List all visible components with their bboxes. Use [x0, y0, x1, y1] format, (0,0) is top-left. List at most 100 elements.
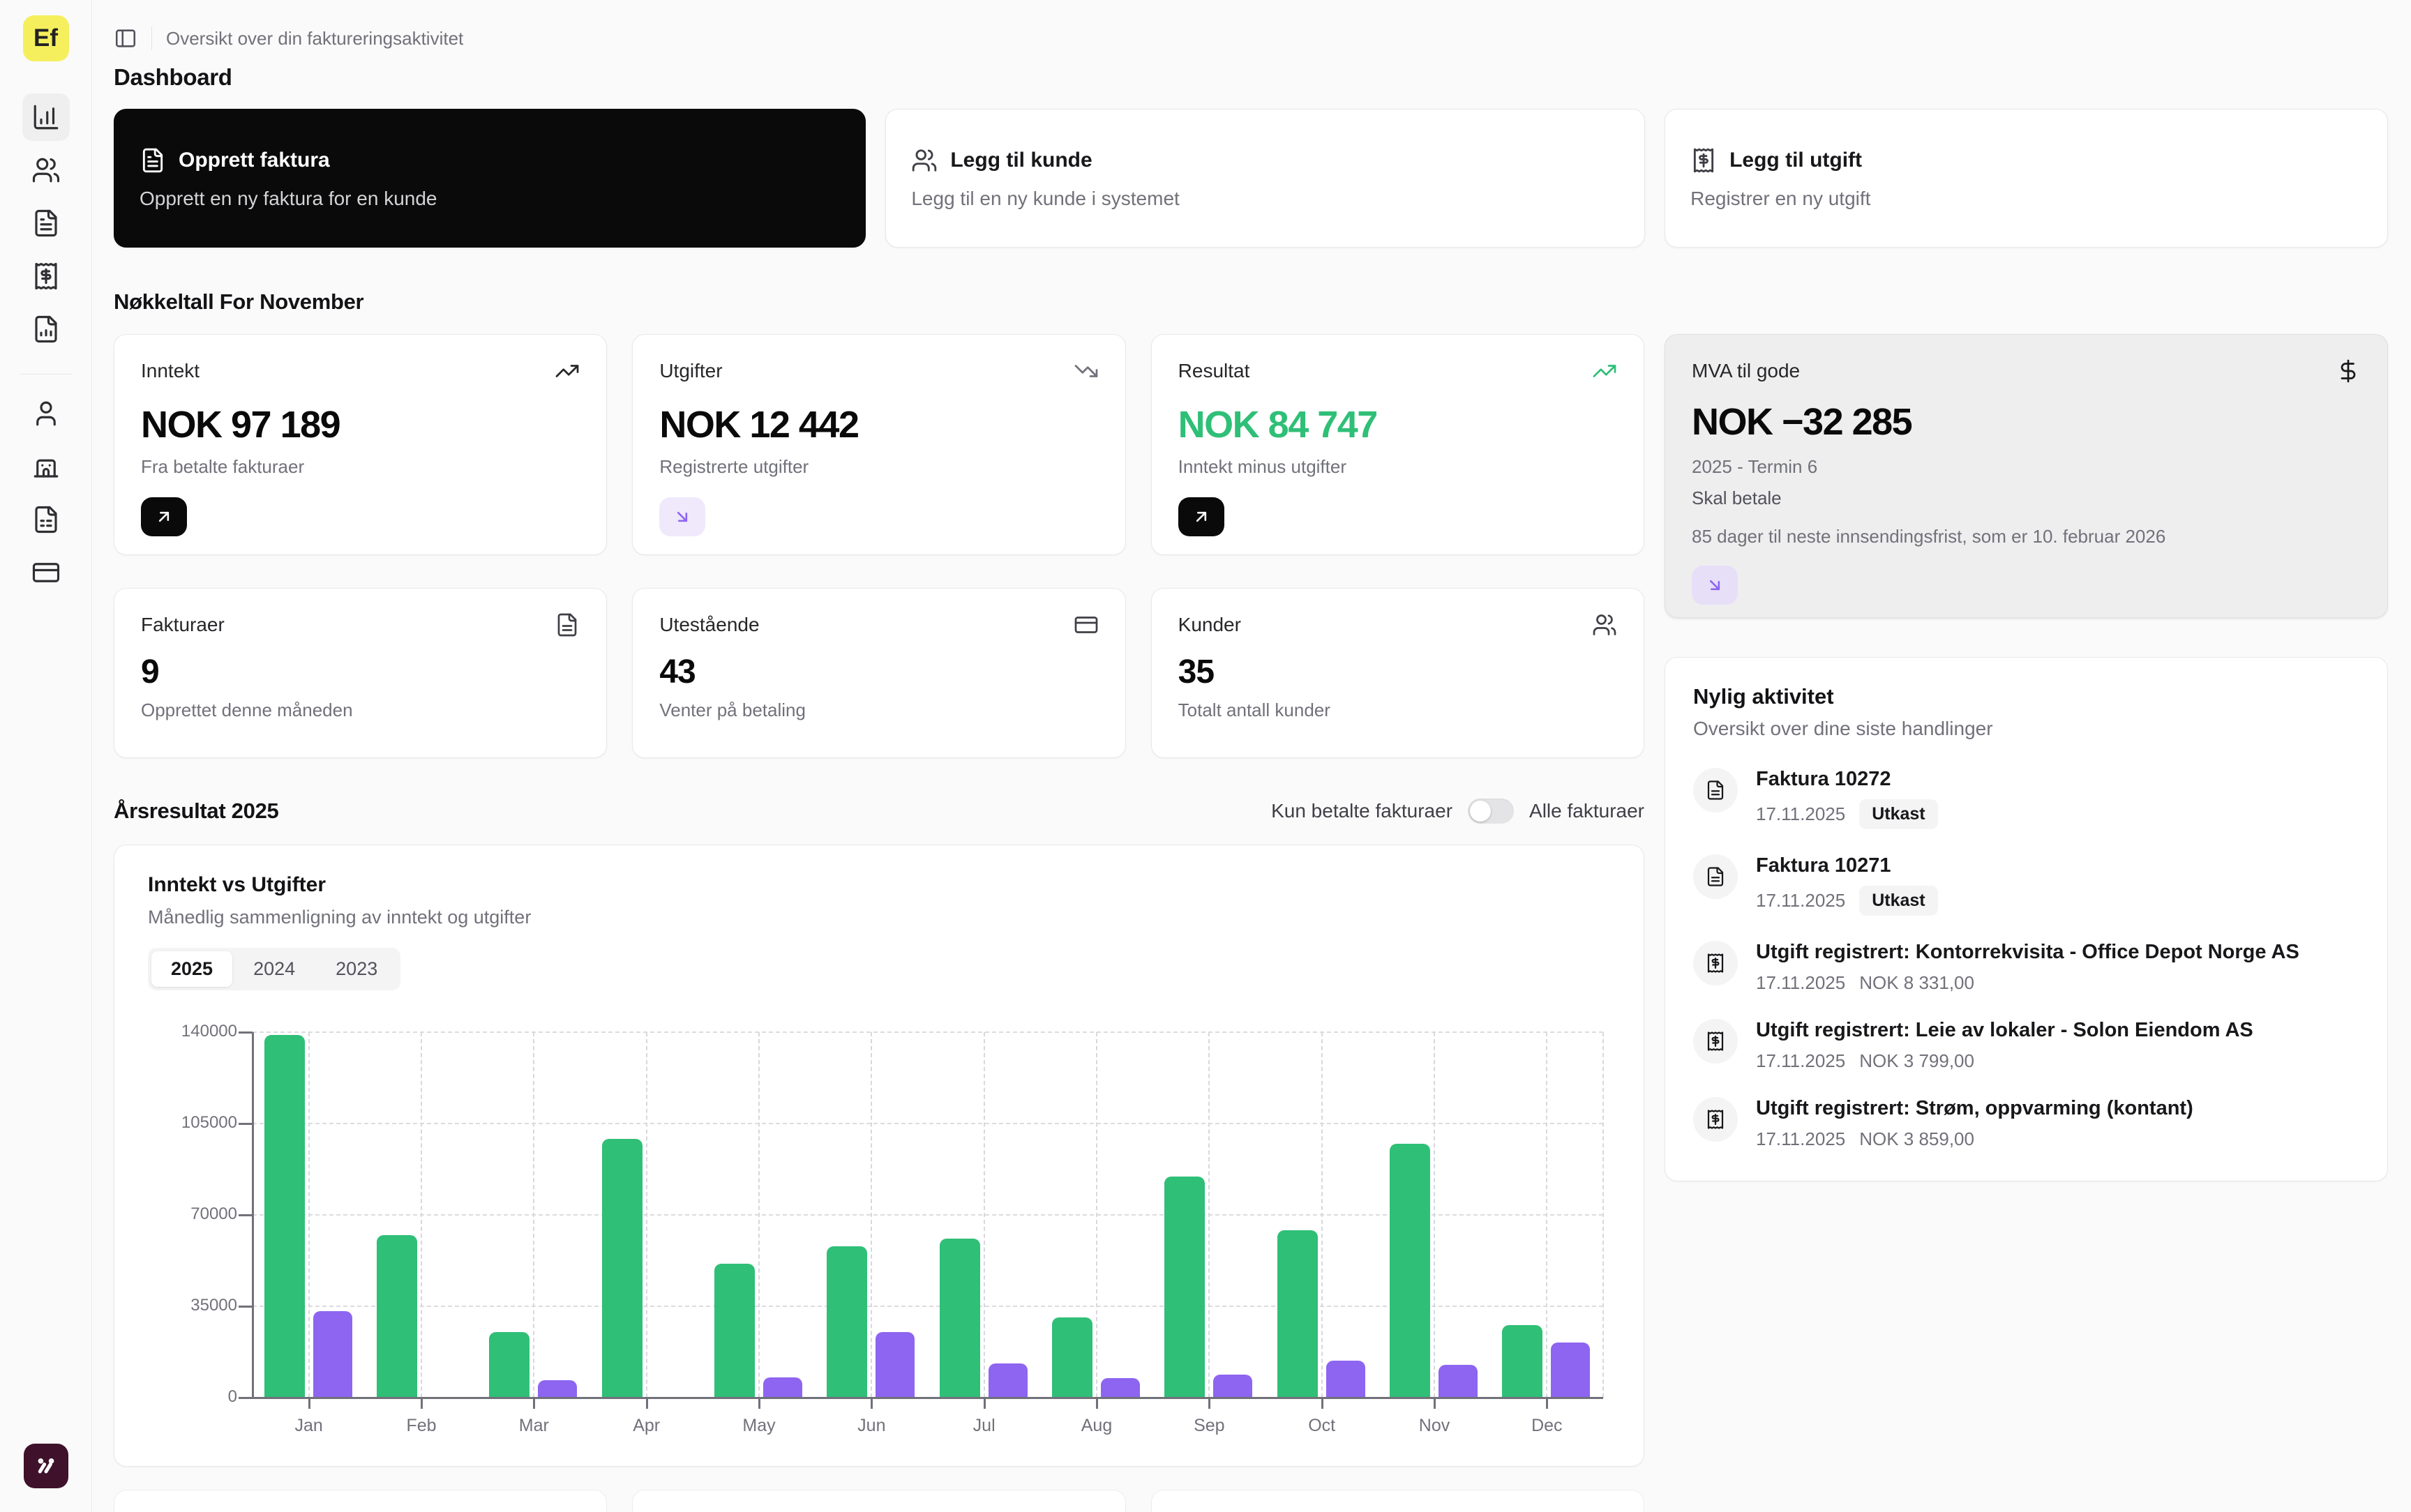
- sidebar-divider: [19, 374, 73, 375]
- x-axis-tick-label: Jan: [294, 1416, 323, 1435]
- customers-count: 35: [1178, 653, 1215, 690]
- create-invoice-card[interactable]: Opprett faktura Opprett en ny faktura fo…: [114, 109, 866, 248]
- income-bar: [1052, 1317, 1092, 1398]
- file-text-icon: [1693, 854, 1738, 899]
- users-icon: [1592, 612, 1617, 637]
- sidebar-item-reports[interactable]: [22, 305, 70, 353]
- income-bar: [489, 1331, 530, 1398]
- y-axis-tick-label: 140000: [181, 1022, 237, 1041]
- trending-up-icon: [555, 358, 580, 384]
- y-gridline: [253, 1214, 1603, 1216]
- expense-bar: [1551, 1342, 1591, 1398]
- file-text-icon: [31, 209, 61, 238]
- counts-row: Fakturaer 9 Opprettet denne måneden Utes…: [114, 588, 1644, 758]
- activity-item-title: Utgift registrert: Leie av lokaler - Sol…: [1756, 1019, 2253, 1041]
- result-chip[interactable]: [1178, 497, 1224, 536]
- credit-card-icon: [1074, 612, 1099, 637]
- topbar-subtitle: Oversikt over din faktureringsaktivitet: [166, 27, 464, 49]
- y-tick-mark: [239, 1397, 253, 1399]
- card-label: Kunder: [1178, 614, 1241, 635]
- sidebar-item-profile[interactable]: [22, 390, 70, 437]
- invoice-filter-switch[interactable]: [1468, 799, 1515, 824]
- activity-item-date: 17.11.2025: [1756, 890, 1846, 911]
- receipt-dollar-icon: [1693, 1019, 1738, 1064]
- sidebar-item-expenses[interactable]: [22, 252, 70, 300]
- x-axis-tick-label: Nov: [1418, 1416, 1450, 1435]
- activity-item[interactable]: Utgift registrert: Strøm, oppvarming (ko…: [1693, 1097, 2359, 1150]
- arrow-down-right-icon: [1705, 575, 1725, 595]
- activity-item[interactable]: Utgift registrert: Leie av lokaler - Sol…: [1693, 1019, 2359, 1072]
- app-logo[interactable]: Ef: [22, 15, 69, 61]
- y-axis-tick-label: 105000: [181, 1113, 237, 1132]
- income-bar: [827, 1246, 868, 1398]
- building-icon: [31, 452, 61, 481]
- activity-item-title: Utgift registrert: Kontorrekvisita - Off…: [1756, 941, 2299, 963]
- invoices-count: 9: [141, 653, 160, 690]
- mva-period: 2025 - Termin 6: [1692, 456, 1818, 477]
- sidebar-item-dashboard[interactable]: [22, 93, 70, 141]
- mva-chip[interactable]: [1692, 566, 1738, 605]
- income-bar: [1164, 1176, 1206, 1398]
- brand-button[interactable]: [24, 1444, 68, 1488]
- x-gridline: [1434, 1032, 1435, 1398]
- x-axis-tick-label: Apr: [633, 1416, 661, 1435]
- sidebar-item-invoices[interactable]: [22, 199, 70, 247]
- add-customer-card[interactable]: Legg til kunde Legg til en ny kunde i sy…: [885, 109, 1646, 248]
- y-gridline: [253, 1031, 1603, 1033]
- activity-item[interactable]: Utgift registrert: Kontorrekvisita - Off…: [1693, 941, 2359, 994]
- y-axis-tick-label: 0: [227, 1387, 237, 1406]
- y-axis-tick-label: 35000: [190, 1296, 237, 1315]
- mva-value: NOK −32 285: [1692, 401, 1913, 443]
- tab-2023[interactable]: 2023: [336, 958, 378, 979]
- year-tabs: 2025 2024 2023: [148, 948, 401, 990]
- invoice-filter-toggle-group: Kun betalte fakturaer Alle fakturaer: [1271, 799, 1644, 824]
- action-subtitle: Opprett en ny faktura for en kunde: [140, 187, 437, 209]
- expense-bar: [1101, 1377, 1140, 1398]
- panel-left-icon[interactable]: [114, 27, 137, 50]
- bottom-cards-row: [114, 1490, 1644, 1512]
- income-chip[interactable]: [141, 497, 187, 536]
- bar-chart: 0 35000 70000 105000 140000 Jan Feb Mar Apr May Ju…: [148, 1014, 1610, 1441]
- activity-item-date: 17.11.2025: [1756, 803, 1846, 824]
- bottom-card: [114, 1490, 608, 1512]
- invoices-count-card: Fakturaer 9 Opprettet denne måneden: [114, 588, 608, 758]
- result-value: NOK 84 747: [1178, 404, 1379, 446]
- x-tick-mark: [983, 1399, 986, 1409]
- activity-item[interactable]: Faktura 10271 17.11.2025 Utkast: [1693, 854, 2359, 916]
- mva-deadline: 85 dager til neste innsendingsfrist, som…: [1692, 526, 2166, 547]
- file-text-icon: [140, 147, 166, 174]
- card-label: Resultat: [1178, 360, 1250, 381]
- expense-bar: [988, 1363, 1028, 1398]
- y-tick-mark: [239, 1306, 253, 1308]
- x-gridline: [645, 1032, 647, 1398]
- income-bar: [939, 1238, 980, 1398]
- x-tick-mark: [871, 1399, 873, 1409]
- x-tick-mark: [758, 1399, 760, 1409]
- sidebar-item-customers[interactable]: [22, 146, 70, 194]
- file-text-icon: [1693, 768, 1738, 812]
- toggle-left-label: Kun betalte fakturaer: [1271, 800, 1453, 822]
- file-text-icon: [555, 612, 580, 637]
- dollar-sign-icon: [2336, 358, 2361, 384]
- activity-item[interactable]: Faktura 10272 17.11.2025 Utkast: [1693, 768, 2359, 829]
- expense-bar: [313, 1311, 352, 1398]
- trending-down-icon: [1074, 358, 1099, 384]
- result-subtitle: Inntekt minus utgifter: [1178, 456, 1346, 477]
- tab-2025[interactable]: 2025: [151, 951, 233, 987]
- activity-item-amount: NOK 3 799,00: [1859, 1050, 1974, 1071]
- sidebar-item-payments[interactable]: [22, 549, 70, 596]
- sidebar-item-documents[interactable]: [22, 496, 70, 543]
- card-label: MVA til gode: [1692, 360, 1801, 381]
- expenses-chip[interactable]: [659, 497, 706, 536]
- sidebar-item-company[interactable]: [22, 443, 70, 490]
- tab-2024[interactable]: 2024: [253, 958, 296, 979]
- add-expense-card[interactable]: Legg til utgift Registrer en ny utgift: [1665, 109, 2388, 248]
- x-tick-mark: [533, 1399, 536, 1409]
- arrow-up-right-icon: [154, 507, 174, 527]
- income-bar: [264, 1035, 305, 1398]
- income-bar: [1502, 1324, 1543, 1398]
- topbar: Oversikt over din faktureringsaktivitet: [114, 27, 2388, 50]
- x-gridline: [533, 1032, 535, 1398]
- arrow-up-right-icon: [1192, 507, 1211, 527]
- y-tick-mark: [239, 1214, 253, 1216]
